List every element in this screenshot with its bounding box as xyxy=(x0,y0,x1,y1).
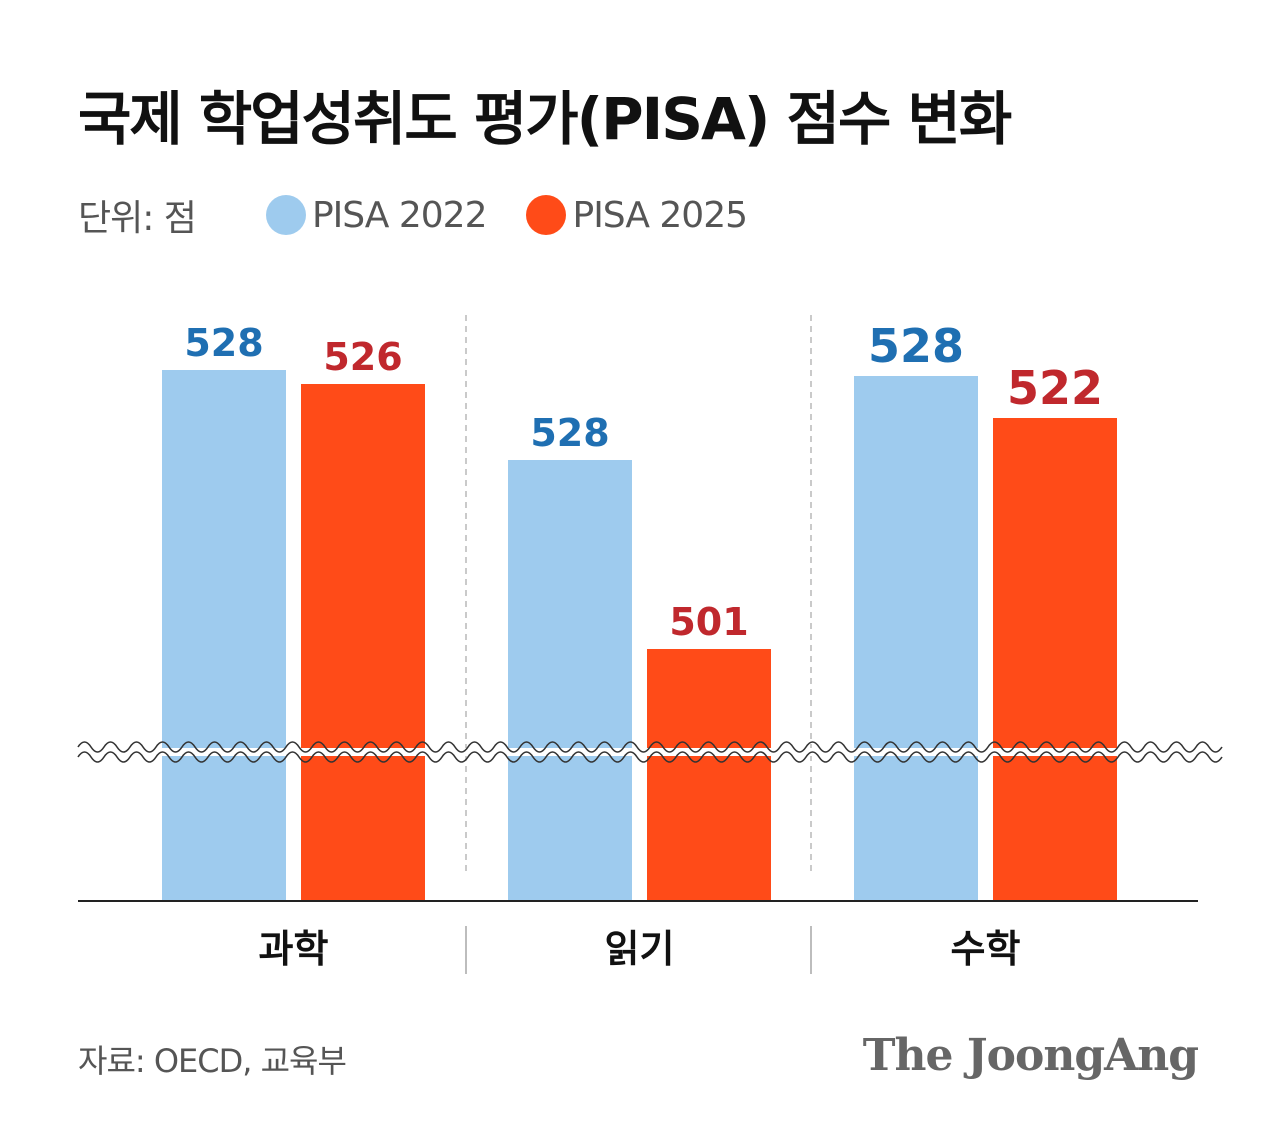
legend-item-2022: PISA 2022 xyxy=(265,194,488,236)
category-label-3: 수학 xyxy=(951,927,1021,971)
value-label-2-2: 501 xyxy=(669,600,748,644)
axis-break-band xyxy=(78,748,1198,756)
legend-swatch-2025 xyxy=(526,195,567,235)
legend-label-2025: PISA 2025 xyxy=(572,194,748,236)
legend-label-2022: PISA 2022 xyxy=(311,194,488,236)
bar-2-1 xyxy=(508,460,632,900)
value-label-3-2: 522 xyxy=(1007,361,1103,415)
unit-label: 단위: 점 xyxy=(78,198,197,239)
bar-2-2 xyxy=(647,649,771,900)
brand-logo: The JoongAng xyxy=(862,1030,1199,1081)
legend: 단위: 점 PISA 2022 PISA 2025 xyxy=(78,190,787,240)
value-label-3-1: 528 xyxy=(868,319,964,373)
axis-break-line-bottom xyxy=(77,751,1223,763)
bar-1-2 xyxy=(301,384,425,900)
value-label-1-2: 526 xyxy=(323,335,402,379)
bar-3-2 xyxy=(993,418,1117,900)
legend-item-2025: PISA 2025 xyxy=(526,194,748,236)
source-note: 자료: OECD, 교육부 xyxy=(78,1042,347,1080)
value-label-1-1: 528 xyxy=(184,321,263,365)
category-label-1: 과학 xyxy=(259,927,329,971)
chart-title: 국제 학업성취도 평가(PISA) 점수 변화 xyxy=(78,85,1012,153)
value-label-2-1: 528 xyxy=(530,411,609,455)
bar-1-1 xyxy=(162,370,286,900)
category-label-2: 읽기 xyxy=(605,927,675,971)
bar-3-1 xyxy=(854,376,978,900)
axis-break-line-top xyxy=(77,741,1223,753)
legend-swatch-2022 xyxy=(265,195,306,235)
